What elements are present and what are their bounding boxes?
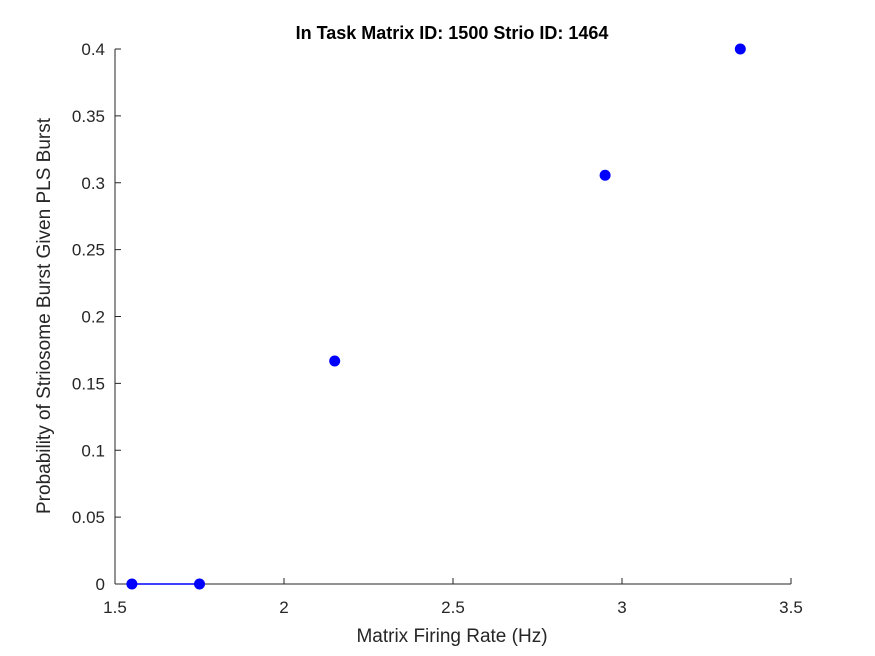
y-axis-label: Probability of Striosome Burst Given PLS… <box>34 117 55 514</box>
y-tick-label: 0.25 <box>72 241 105 260</box>
x-axis-label: Matrix Firing Rate (Hz) <box>356 626 547 647</box>
chart-title: In Task Matrix ID: 1500 Strio ID: 1464 <box>296 23 609 43</box>
data-point <box>126 578 138 590</box>
data-point <box>329 355 341 367</box>
plot-area <box>126 43 746 590</box>
x-tick-label: 2.5 <box>441 598 465 617</box>
x-tick-label: 3.5 <box>779 598 803 617</box>
y-tick-label: 0.05 <box>72 508 105 527</box>
x-ticks: 1.5 2 2.5 3 3.5 <box>103 578 803 617</box>
x-tick-label: 3 <box>617 598 626 617</box>
axes: 1.5 2 2.5 3 3.5 0 0.05 0.1 0.15 0.2 0.25 0.3 0.35 0.… <box>72 40 803 617</box>
y-tick-label: 0.2 <box>81 308 105 327</box>
y-tick-label: 0 <box>96 575 105 594</box>
data-point <box>599 169 611 181</box>
y-tick-label: 0.35 <box>72 107 105 126</box>
y-tick-label: 0.1 <box>81 441 105 460</box>
x-tick-label: 2 <box>279 598 288 617</box>
data-point <box>194 578 205 590</box>
x-tick-label: 1.5 <box>103 598 127 617</box>
y-ticks: 0 0.05 0.1 0.15 0.2 0.25 0.3 0.35 0.4 <box>72 40 121 594</box>
data-point <box>734 43 746 55</box>
y-tick-label: 0.4 <box>81 40 105 59</box>
y-tick-label: 0.3 <box>81 174 105 193</box>
y-tick-label: 0.15 <box>72 374 105 393</box>
